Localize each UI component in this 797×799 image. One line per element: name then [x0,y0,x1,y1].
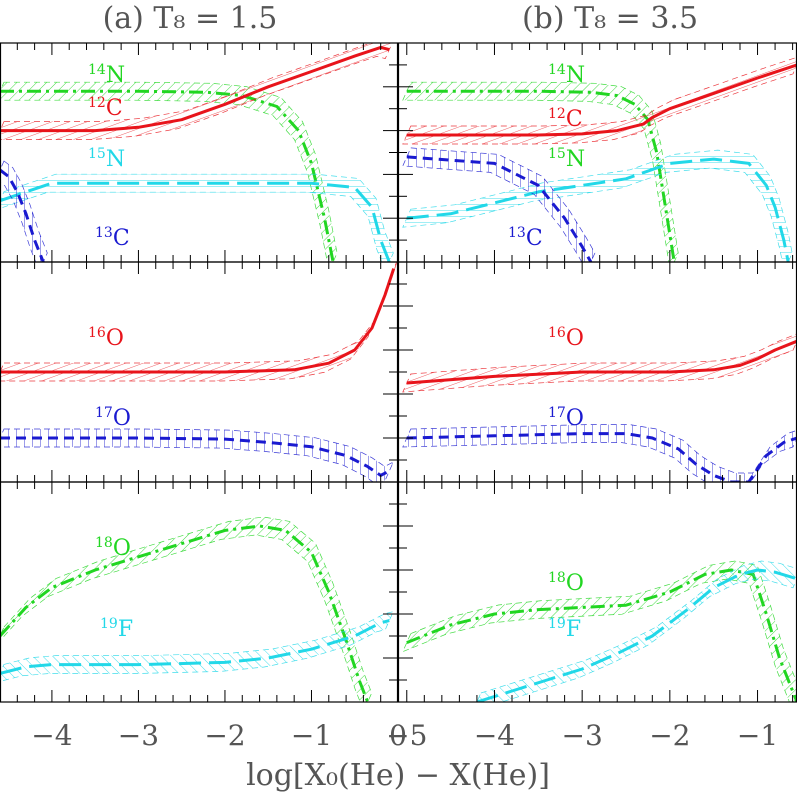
uncertainty-band-1-0-3 [402,147,596,262]
label-o16-a: 16O [88,325,124,351]
series-line-1-0-3 [406,155,593,262]
series-line-0-0-1 [0,45,390,133]
uncertainty-band-0-2-0 [0,516,373,702]
series-line-0-0-0 [0,89,335,262]
series-line-0-2-1 [0,619,390,675]
series-line-1-2-0 [406,568,797,702]
uncertainty-band-0-0-2 [0,173,394,262]
x-tick-label: −4 [474,719,515,752]
label-f19-b: 19F [548,616,581,642]
uncertainty-band-0-1-0 [0,262,398,382]
uncertainty-band-0-1-1 [0,428,395,482]
label-n14-a: 14N [88,62,125,88]
uncertainty-band-1-2-0 [402,560,797,702]
uncertainty-band-0-0-3 [0,160,48,262]
series-line-0-0-3 [0,168,45,262]
label-c12-a: 12C [88,95,123,121]
x-tick-label: −3 [118,719,159,752]
label-n15-a: 15N [88,146,125,172]
x-axis-label: log[X₀(He) − X(He)] [246,758,550,793]
subpanel-frame-0-0 [0,42,399,263]
x-tick-label: −2 [649,719,690,752]
uncertainty-band-1-1-0 [402,333,797,393]
label-o18-b: 18O [548,570,584,596]
label-c13-b: 13C [508,225,543,251]
series-line-0-0-2 [0,181,391,262]
label-c13-a: 13C [95,225,130,251]
panel-b-title: (b) T₈ = 3.5 [522,1,698,36]
series-line-1-1-1 [406,432,797,482]
label-n14-b: 14N [548,62,585,88]
uncertainty-band-0-0-0 [0,81,338,262]
series-line-0-1-1 [0,436,390,477]
x-tick-label: −5 [386,719,427,752]
panel-a-title: (a) T₈ = 1.5 [103,1,278,36]
subpanel-frame-0-2 [0,481,399,703]
uncertainty-band-1-1-1 [402,424,797,482]
uncertainty-band-1-0-0 [402,81,679,262]
x-tick-label: −1 [291,719,332,752]
uncertainty-band-1-2-1 [476,560,797,702]
x-tick-label: −1 [737,719,778,752]
label-o16-b: 16O [548,325,584,351]
x-tick-label: −3 [562,719,603,752]
label-o18-a: 18O [95,535,131,561]
series-line-1-1-0 [406,339,797,385]
series-line-1-2-1 [476,568,797,702]
series-line-1-0-2 [406,157,790,262]
label-c12-b: 12C [548,106,583,132]
x-tick-label: −2 [204,719,245,752]
panel-b-plot: −5 −4 −3 −2 −1 [386,42,797,752]
panel-a-plot: −4 −3 −2 −1 0 [0,42,407,752]
x-tick-label: −4 [31,719,72,752]
label-o17-b: 17O [548,405,584,431]
label-o17-a: 17O [95,405,131,431]
label-n15-b: 15N [548,146,585,172]
label-f19-a: 19F [100,616,133,642]
x-tick-label: 0 [389,719,407,752]
series-line-0-1-0 [0,268,396,374]
series-line-1-0-1 [406,63,797,137]
